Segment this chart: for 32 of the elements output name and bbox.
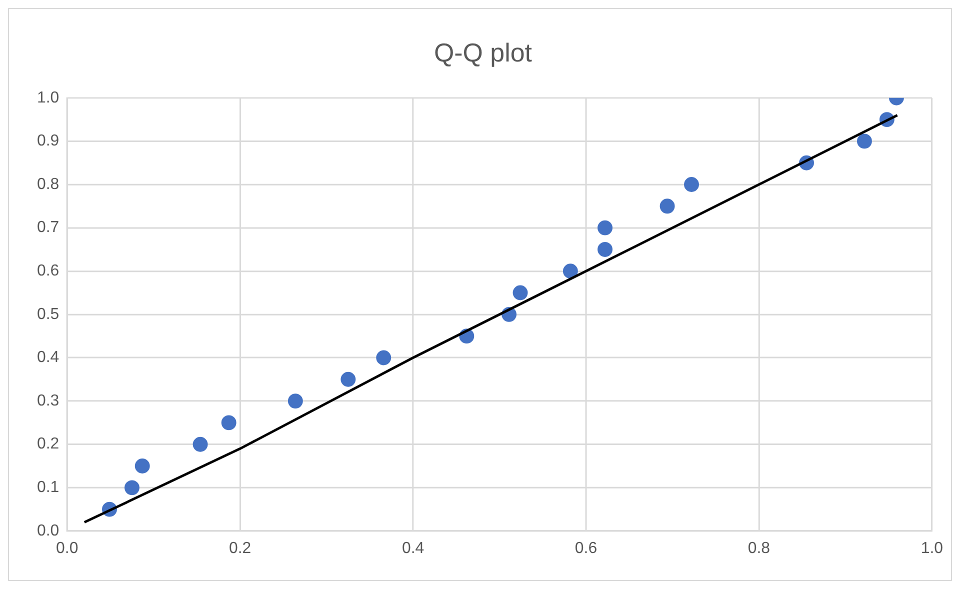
point xyxy=(598,242,613,257)
point xyxy=(684,177,699,192)
y-tick-label: 0.5 xyxy=(36,306,60,323)
y-tick-label: 0.9 xyxy=(36,132,60,150)
y-tick-label: 0.4 xyxy=(36,349,60,366)
point xyxy=(340,372,356,387)
point xyxy=(134,458,150,474)
y-tick-label: 0.3 xyxy=(36,392,60,410)
x-tick-label: 0.6 xyxy=(574,540,598,557)
point xyxy=(598,220,613,236)
y-tick-label: 0.8 xyxy=(36,176,60,193)
point xyxy=(192,436,208,452)
x-tick-label: 1.0 xyxy=(920,540,944,557)
x-tick-label: 0.8 xyxy=(748,540,770,557)
y-tick-label: 1.0 xyxy=(36,89,60,106)
y-tick-label: 0.0 xyxy=(36,522,60,540)
point xyxy=(660,198,675,214)
point xyxy=(856,134,872,149)
point xyxy=(124,480,140,496)
point xyxy=(288,394,303,409)
point xyxy=(512,285,528,300)
y-tick-label: 0.6 xyxy=(36,262,60,280)
x-tick-label: 0.0 xyxy=(56,540,78,557)
point xyxy=(562,264,578,279)
point xyxy=(221,415,236,430)
y-tick-label: 0.7 xyxy=(36,219,60,236)
point xyxy=(376,350,392,366)
chart-title: Q-Q plot xyxy=(434,40,533,68)
y-tick-label: 0.1 xyxy=(36,479,60,496)
x-tick-label: 0.2 xyxy=(228,540,252,557)
x-tick-label: 0.4 xyxy=(402,540,424,557)
y-tick-label: 0.2 xyxy=(36,436,60,453)
